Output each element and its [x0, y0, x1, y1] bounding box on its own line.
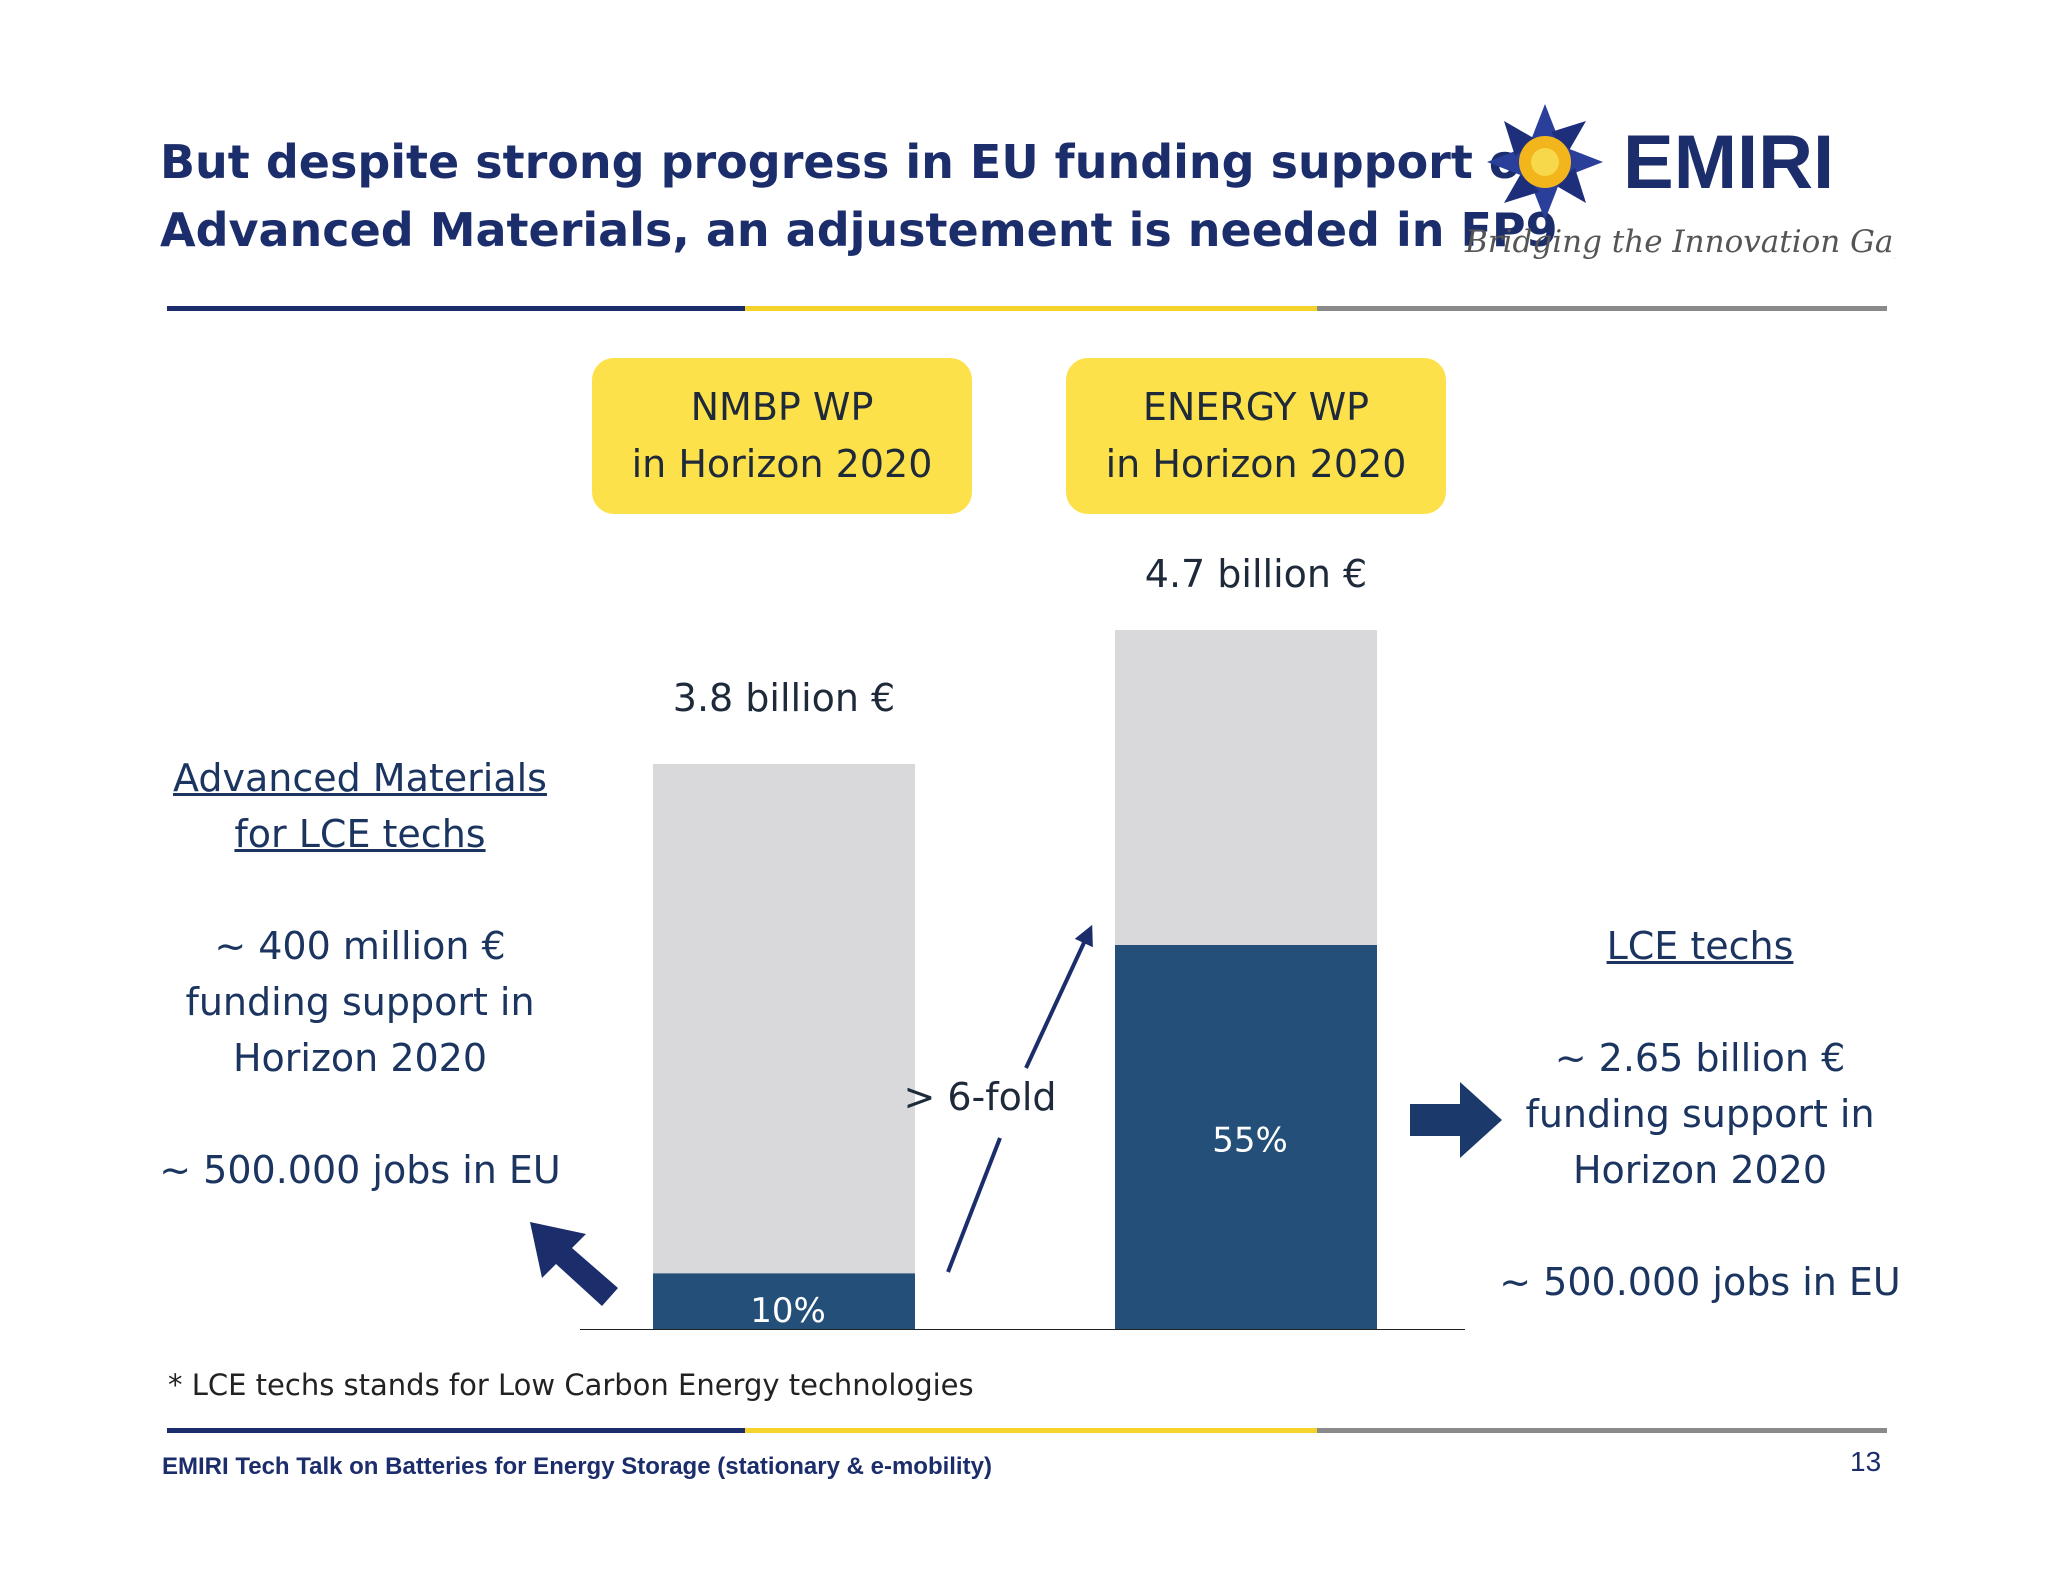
left-funding-line2: funding support in	[185, 980, 535, 1024]
nmbp-wp-line2: in Horizon 2020	[631, 442, 933, 486]
growth-arrow-upper	[1024, 924, 1093, 1069]
share-label-1: 55%	[1212, 1121, 1288, 1161]
nmbp-wp-line1: NMBP WP	[690, 385, 874, 429]
energy-wp-line1: ENERGY WP	[1142, 385, 1370, 429]
bottom-rule-gray	[1317, 1428, 1887, 1433]
top-rule-blue	[167, 306, 745, 311]
bottom-rule-yellow	[745, 1428, 1317, 1433]
page-number: 13	[1850, 1446, 1882, 1477]
footer-text: EMIRI Tech Talk on Batteries for Energy …	[162, 1453, 992, 1480]
left-funding-line3: Horizon 2020	[232, 1036, 488, 1080]
total-label-energy: 4.7 billion €	[1144, 552, 1368, 596]
growth-annotation: > 6-fold	[903, 1075, 1056, 1119]
arrow-up-left-icon	[530, 1222, 618, 1306]
growth-arrow-lower	[946, 1137, 1002, 1273]
funding-bar-chart: 10% 55% > 6-fold	[580, 630, 1465, 1330]
right-funding-line3: Horizon 2020	[1572, 1148, 1828, 1192]
left-jobs: ~ 500.000 jobs in EU	[159, 1148, 561, 1192]
left-heading-line1: Advanced Materials	[173, 756, 547, 800]
right-jobs: ~ 500.000 jobs in EU	[1499, 1260, 1901, 1304]
logo-tagline: Bridging the Innovation Gap	[1464, 224, 1895, 260]
energy-wp-line2: in Horizon 2020	[1105, 442, 1407, 486]
footnote: * LCE techs stands for Low Carbon Energy…	[168, 1368, 974, 1402]
sun-emblem-icon	[1487, 104, 1603, 220]
total-label-nmbp: 3.8 billion €	[672, 676, 896, 720]
bars-group: 10% 55%	[653, 630, 1377, 1330]
right-panel: LCE techs ~ 2.65 billion € funding suppo…	[1490, 918, 1910, 1310]
share-label-0: 10%	[750, 1291, 826, 1330]
energy-wp-box: ENERGY WP in Horizon 2020	[1066, 358, 1446, 514]
left-panel: Advanced Materials for LCE techs ~ 400 m…	[150, 750, 570, 1198]
left-heading-line2: for LCE techs	[234, 812, 486, 856]
title-line-1: But despite strong progress in EU fundin…	[160, 135, 1541, 189]
title-line-2: Advanced Materials, an adjustement is ne…	[160, 203, 1558, 257]
bottom-rule-blue	[167, 1428, 745, 1433]
right-funding-line1: ~ 2.65 billion €	[1554, 1036, 1846, 1080]
logo-name: EMIRI	[1623, 120, 1834, 205]
arrow-right-icon	[1410, 1082, 1502, 1158]
right-heading: LCE techs	[1606, 924, 1794, 968]
bar-total-0	[653, 764, 915, 1330]
emiri-logo: EMIRI Bridging the Innovation Gap	[1464, 104, 1895, 260]
slide-title: But despite strong progress in EU fundin…	[160, 128, 1558, 264]
right-funding-line2: funding support in	[1525, 1092, 1875, 1136]
top-rule-gray	[1317, 306, 1887, 311]
bar-share-1	[1115, 945, 1377, 1330]
left-funding-line1: ~ 400 million €	[214, 924, 506, 968]
bar-share-0	[653, 1273, 915, 1330]
top-rule-yellow	[745, 306, 1317, 311]
nmbp-wp-box: NMBP WP in Horizon 2020	[592, 358, 972, 514]
